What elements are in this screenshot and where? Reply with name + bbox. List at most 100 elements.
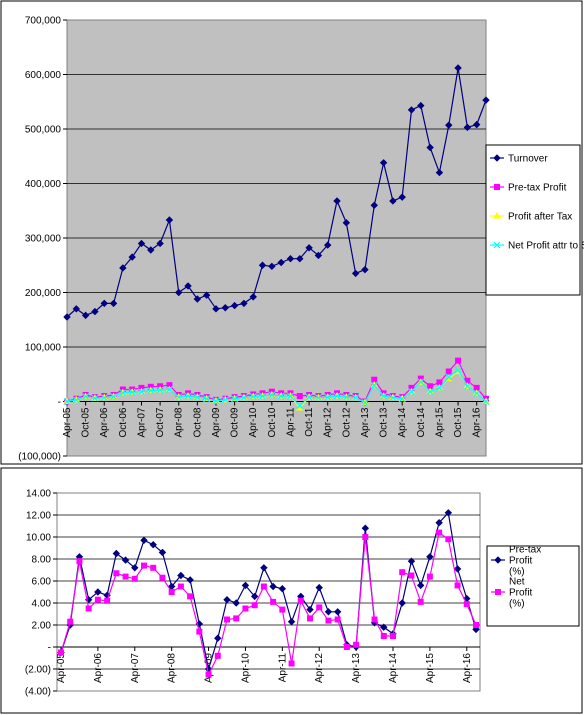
c1-point — [249, 393, 257, 401]
c1-point — [259, 392, 266, 400]
c1-xtick-label: Oct-07 — [155, 407, 166, 437]
c2-point — [196, 628, 203, 635]
c1-series-line-3 — [66, 369, 487, 407]
c1-point — [212, 397, 220, 405]
c2-point — [408, 572, 415, 579]
c1-point — [175, 288, 183, 297]
c1-point-stroke-b — [128, 388, 136, 396]
c2-point — [398, 599, 406, 607]
c2-point — [224, 616, 230, 623]
c2-point — [112, 549, 121, 558]
c1-point-stroke-b — [268, 391, 276, 399]
c2-ytick-label: 8.00 — [32, 555, 52, 566]
c1-point — [324, 393, 332, 401]
c2-point — [94, 588, 102, 596]
c2-point — [233, 615, 240, 622]
c2-point — [353, 641, 360, 648]
c1-point — [389, 197, 397, 205]
c2-point — [85, 605, 92, 612]
c1-xtick-label: Apr-12 — [323, 407, 334, 437]
c1-point-stroke-b — [63, 398, 71, 405]
c1-point-stroke-b — [249, 393, 257, 401]
c1-point — [147, 387, 155, 395]
c2-legend-label: Pre-tax Profit (%) — [509, 545, 541, 578]
c1-xtick-label: Apr-11 — [285, 407, 296, 437]
c1-point — [203, 395, 211, 403]
c2-point — [390, 633, 396, 639]
c2-point — [76, 558, 83, 565]
c1-point — [380, 392, 388, 400]
c1-ytick-label: - — [58, 397, 61, 408]
c1-point — [128, 253, 136, 261]
c1-point — [72, 396, 80, 404]
c1-point — [156, 239, 164, 248]
c1-point — [231, 395, 239, 403]
c2-ytick-label: (4.00) — [25, 687, 51, 698]
c1-point — [296, 255, 304, 263]
c2-series-line-0 — [60, 511, 477, 670]
c2-point — [214, 652, 221, 659]
c1-point-stroke-b — [380, 392, 388, 400]
c1-point — [445, 368, 452, 375]
c2-point — [158, 548, 167, 557]
c1-point-stroke-b — [240, 394, 248, 402]
chart1-legend-box — [485, 144, 581, 296]
c2-legend-label: Net Profit (%) — [509, 577, 533, 610]
c1-ytick-label: 100,000 — [25, 343, 62, 354]
c1-point — [455, 357, 462, 364]
c2-point — [426, 553, 434, 561]
c1-point-stroke-b — [184, 392, 192, 400]
chart2-legend: Pre-tax Profit (%)Net Profit (%) — [491, 545, 541, 610]
chart1-gridlines — [67, 74, 486, 402]
c2-ytick-label: 14.00 — [26, 489, 51, 500]
c1-point — [91, 394, 99, 402]
c2-point — [417, 598, 424, 605]
c2-point — [121, 556, 130, 564]
c1-point — [268, 391, 276, 399]
c2-point — [287, 617, 296, 626]
c2-point — [177, 571, 185, 580]
c1-point — [100, 394, 108, 402]
c1-legend-label-line: Net Profit attr to SH — [508, 241, 584, 252]
c1-legend-marker — [493, 212, 501, 219]
c2-point — [270, 598, 277, 605]
c1-point-stroke-b — [389, 394, 397, 402]
c2-legend-label-line: (%) — [509, 599, 525, 610]
c1-point — [333, 197, 341, 205]
c2-point — [94, 596, 101, 603]
c1-xtick-label: Apr-05 — [62, 407, 73, 437]
c1-point — [137, 239, 146, 248]
c2-point — [177, 583, 184, 590]
c1-legend-marker-stroke-b — [493, 241, 501, 249]
c2-ytick-label: 10.00 — [26, 533, 51, 544]
c2-point — [278, 584, 287, 593]
c1-point — [305, 244, 313, 252]
c1-legend-label-line: Profit after Tax — [508, 212, 572, 223]
c1-point — [370, 381, 378, 389]
c1-legend-marker — [494, 184, 500, 190]
c1-point — [463, 382, 471, 390]
c2-ytick-label: - — [48, 643, 51, 654]
c1-series-line-1 — [66, 359, 487, 403]
c2-legend-marker — [495, 589, 501, 595]
c1-point — [417, 378, 425, 386]
c1-xtick-label: Apr-06 — [99, 407, 110, 437]
c2-xtick-label: Apr-13 — [351, 653, 362, 683]
c2-point — [343, 644, 350, 650]
c1-point — [221, 396, 229, 404]
c1-point — [81, 311, 90, 320]
chart1-series — [63, 64, 490, 411]
c1-point — [426, 388, 434, 396]
c1-point — [379, 159, 388, 167]
c1-point-stroke-b — [72, 396, 80, 404]
c1-point — [249, 293, 257, 301]
c1-point-stroke-b — [156, 386, 164, 394]
c1-legend-label: Turnover — [508, 154, 548, 165]
c1-point — [147, 246, 155, 254]
c2-point — [260, 583, 267, 590]
c1-xtick-label: Oct-06 — [118, 407, 129, 437]
c2-ytick-label: 6.00 — [32, 577, 52, 588]
c1-point-stroke-b — [408, 388, 415, 396]
c1-point — [193, 295, 202, 303]
c1-point-stroke-b — [138, 388, 145, 396]
